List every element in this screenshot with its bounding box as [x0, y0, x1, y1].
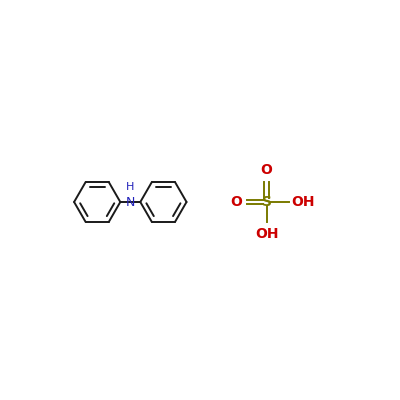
- Text: S: S: [262, 195, 272, 209]
- Text: N: N: [126, 196, 135, 208]
- Text: O: O: [230, 195, 242, 209]
- Text: H: H: [126, 182, 135, 192]
- Text: OH: OH: [291, 195, 315, 209]
- Text: O: O: [261, 163, 272, 177]
- Text: OH: OH: [255, 227, 278, 241]
